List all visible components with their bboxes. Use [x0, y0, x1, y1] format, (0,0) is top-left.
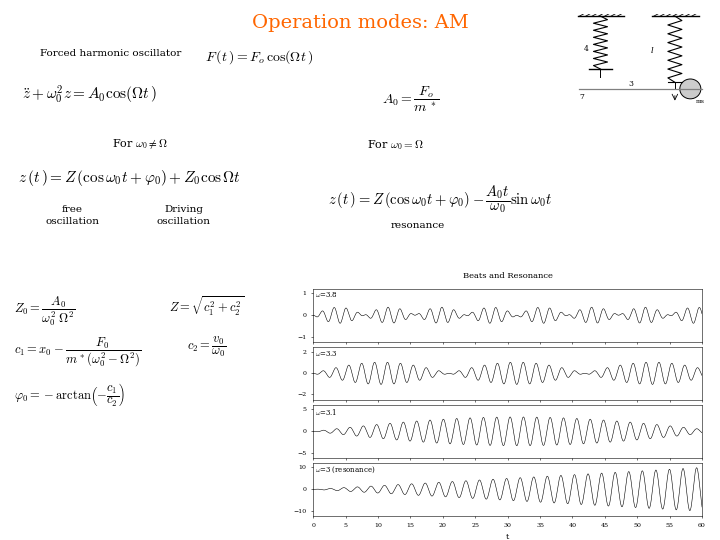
Text: $\omega$=3 (resonance): $\omega$=3 (resonance) [315, 464, 376, 475]
Text: $F\,(t\,) = F_o\,\cos(\Omega t\,)$: $F\,(t\,) = F_o\,\cos(\Omega t\,)$ [205, 49, 313, 66]
Text: $\ddot{z}+\omega_0^2 z = A_0\cos(\Omega t\,)$: $\ddot{z}+\omega_0^2 z = A_0\cos(\Omega … [22, 84, 156, 106]
Text: Forced harmonic oscillator: Forced harmonic oscillator [40, 49, 181, 58]
Text: For $\omega_0 \neq \Omega$: For $\omega_0 \neq \Omega$ [112, 138, 168, 152]
Circle shape [680, 79, 701, 99]
Text: $z\,(t\,) = Z\,(\cos\omega_0 t + \varphi_0) + Z_0\cos\Omega t$: $z\,(t\,) = Z\,(\cos\omega_0 t + \varphi… [18, 168, 241, 188]
Text: ms: ms [696, 99, 705, 104]
X-axis label: t: t [506, 533, 509, 540]
Text: $\omega$=3.8: $\omega$=3.8 [315, 291, 338, 300]
Text: $A_0 = \dfrac{F_o}{m\,^*}$: $A_0 = \dfrac{F_o}{m\,^*}$ [382, 84, 439, 113]
Text: $Z_0 = \dfrac{A_0}{\omega_0^2\;\Omega^2}$: $Z_0 = \dfrac{A_0}{\omega_0^2\;\Omega^2}… [14, 294, 76, 328]
Text: $z\,(t\,) = Z\,(\cos\omega_0 t + \varphi_0) - \dfrac{A_0 t}{\omega_0}\sin\omega_: $z\,(t\,) = Z\,(\cos\omega_0 t + \varphi… [328, 184, 552, 215]
Text: 4: 4 [584, 44, 588, 52]
Text: resonance: resonance [390, 221, 445, 231]
Text: $c_2 = \dfrac{v_0}{\omega_0}$: $c_2 = \dfrac{v_0}{\omega_0}$ [187, 335, 227, 359]
Text: $c_1 = x_0 - \dfrac{F_0}{m\,^*(\omega_0^2-\Omega^2)}$: $c_1 = x_0 - \dfrac{F_0}{m\,^*(\omega_0^… [14, 335, 142, 368]
Text: free
oscillation: free oscillation [45, 205, 99, 226]
Text: 3: 3 [629, 80, 634, 88]
Text: Operation modes: AM: Operation modes: AM [251, 14, 469, 31]
Text: Beats and Resonance: Beats and Resonance [463, 272, 552, 280]
Text: Driving
oscillation: Driving oscillation [157, 205, 210, 226]
Text: l: l [651, 47, 654, 55]
Text: $Z = \sqrt{c_1^2+c_2^2}$: $Z = \sqrt{c_1^2+c_2^2}$ [169, 294, 244, 318]
Text: For $\omega_0 = \Omega$: For $\omega_0 = \Omega$ [367, 138, 424, 152]
Text: $\omega$=3.3: $\omega$=3.3 [315, 348, 338, 357]
Text: 7: 7 [580, 93, 585, 102]
Text: $\omega$=3.1: $\omega$=3.1 [315, 407, 338, 416]
Text: $\varphi_0 = -\arctan\!\left(-\dfrac{c_1}{c_2}\right)$: $\varphi_0 = -\arctan\!\left(-\dfrac{c_1… [14, 381, 125, 408]
